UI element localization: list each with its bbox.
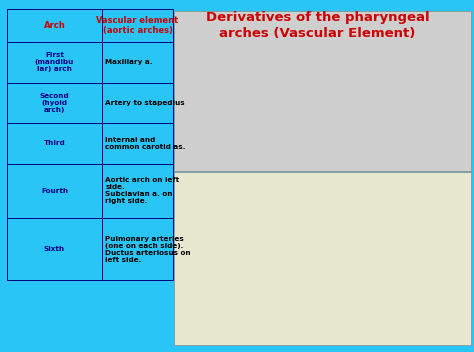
Text: Arch: Arch [44,21,65,30]
Text: Pulmonary arteries
(one on each side).
Ductus arteriosus on
left side.: Pulmonary arteries (one on each side). D… [105,235,191,263]
FancyBboxPatch shape [7,42,102,83]
FancyBboxPatch shape [102,42,173,83]
FancyBboxPatch shape [102,123,173,164]
Text: Derivatives of the pharyngeal
arches (Vascular Element): Derivatives of the pharyngeal arches (Va… [206,11,429,39]
FancyBboxPatch shape [7,164,102,218]
FancyBboxPatch shape [7,83,102,123]
Text: Maxillary a.: Maxillary a. [105,59,153,65]
FancyBboxPatch shape [102,83,173,123]
Text: Vascular element
(aortic arches): Vascular element (aortic arches) [96,16,179,35]
FancyBboxPatch shape [174,172,471,345]
FancyBboxPatch shape [102,164,173,218]
FancyBboxPatch shape [7,218,102,280]
Text: Second
(hyoid
arch): Second (hyoid arch) [40,93,69,113]
Text: First
(mandibu
lar) arch: First (mandibu lar) arch [35,52,74,73]
FancyBboxPatch shape [7,9,102,42]
FancyBboxPatch shape [7,123,102,164]
Text: Internal and
common carotid as.: Internal and common carotid as. [105,137,186,150]
Text: Fourth: Fourth [41,188,68,194]
Text: Sixth: Sixth [44,246,65,252]
Text: Third: Third [44,140,65,146]
FancyBboxPatch shape [102,9,173,42]
FancyBboxPatch shape [174,11,471,171]
FancyBboxPatch shape [102,218,173,280]
Text: Artery to stapedius: Artery to stapedius [105,100,185,106]
Text: Aortic arch on left
side.
Subclavian a. on
right side.: Aortic arch on left side. Subclavian a. … [105,177,179,205]
